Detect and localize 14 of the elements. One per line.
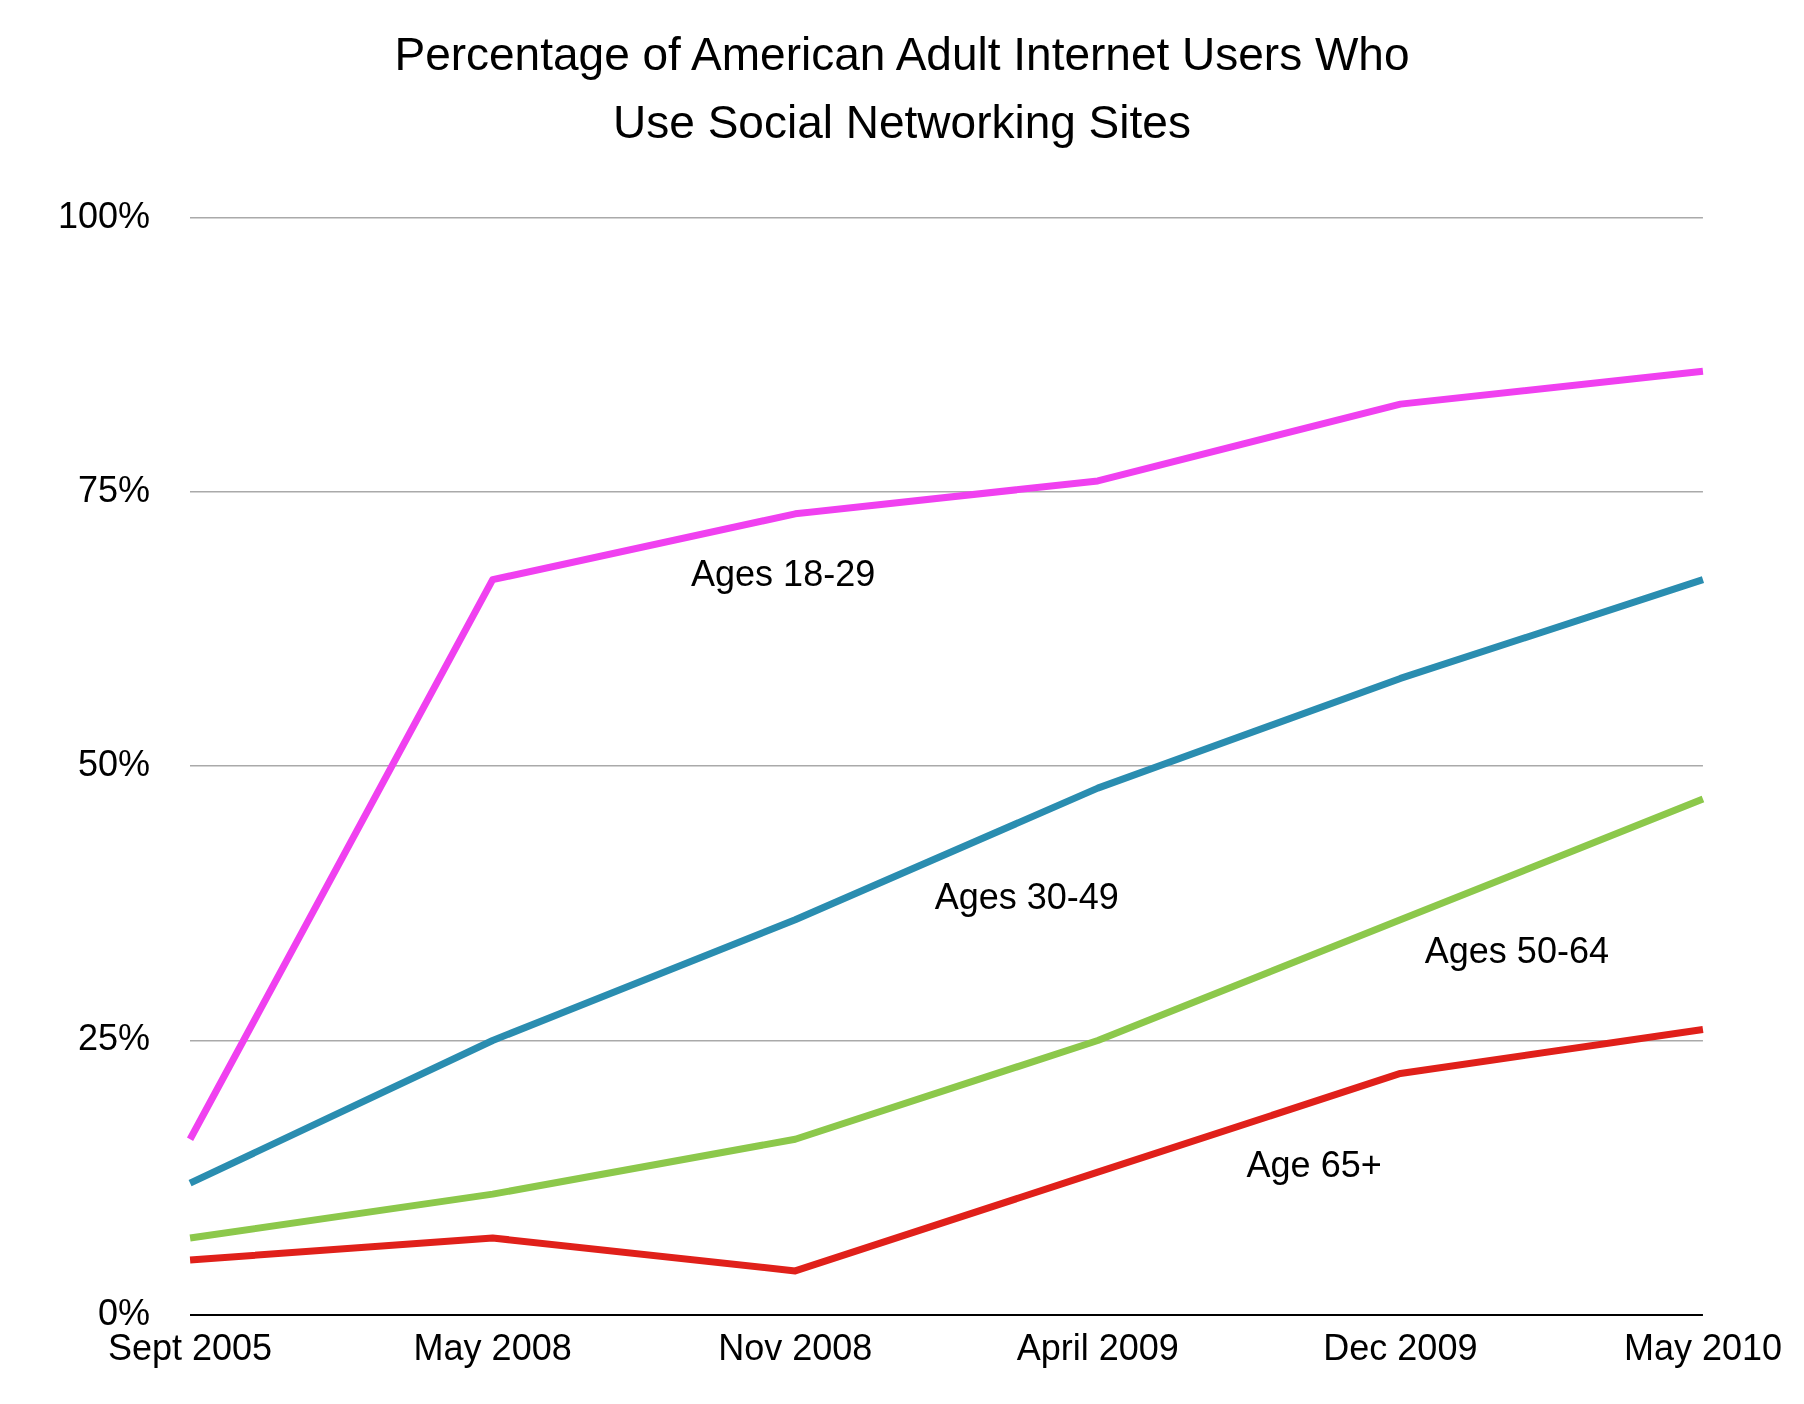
series-label: Age 65+ (1246, 1143, 1382, 1185)
series-label: Ages 30-49 (934, 875, 1119, 917)
y-tick-label: 25% (78, 1017, 151, 1059)
x-tick-label: May 2008 (413, 1327, 572, 1369)
chart-title: Percentage of American Adult Internet Users Who Use Social Networking Sites (393, 27, 1411, 150)
x-tick-label: April 2009 (1016, 1327, 1179, 1369)
y-tick-label: 75% (78, 468, 151, 510)
x-tick-label: Dec 2009 (1323, 1327, 1478, 1369)
x-tick-label: Nov 2008 (718, 1327, 873, 1369)
y-tick-label: 50% (78, 743, 151, 785)
series-label: Ages 18-29 (691, 553, 876, 595)
x-tick-label: May 2010 (1623, 1327, 1783, 1369)
series-label: Ages 50-64 (1424, 929, 1609, 971)
y-tick-label: 100% (58, 194, 151, 236)
